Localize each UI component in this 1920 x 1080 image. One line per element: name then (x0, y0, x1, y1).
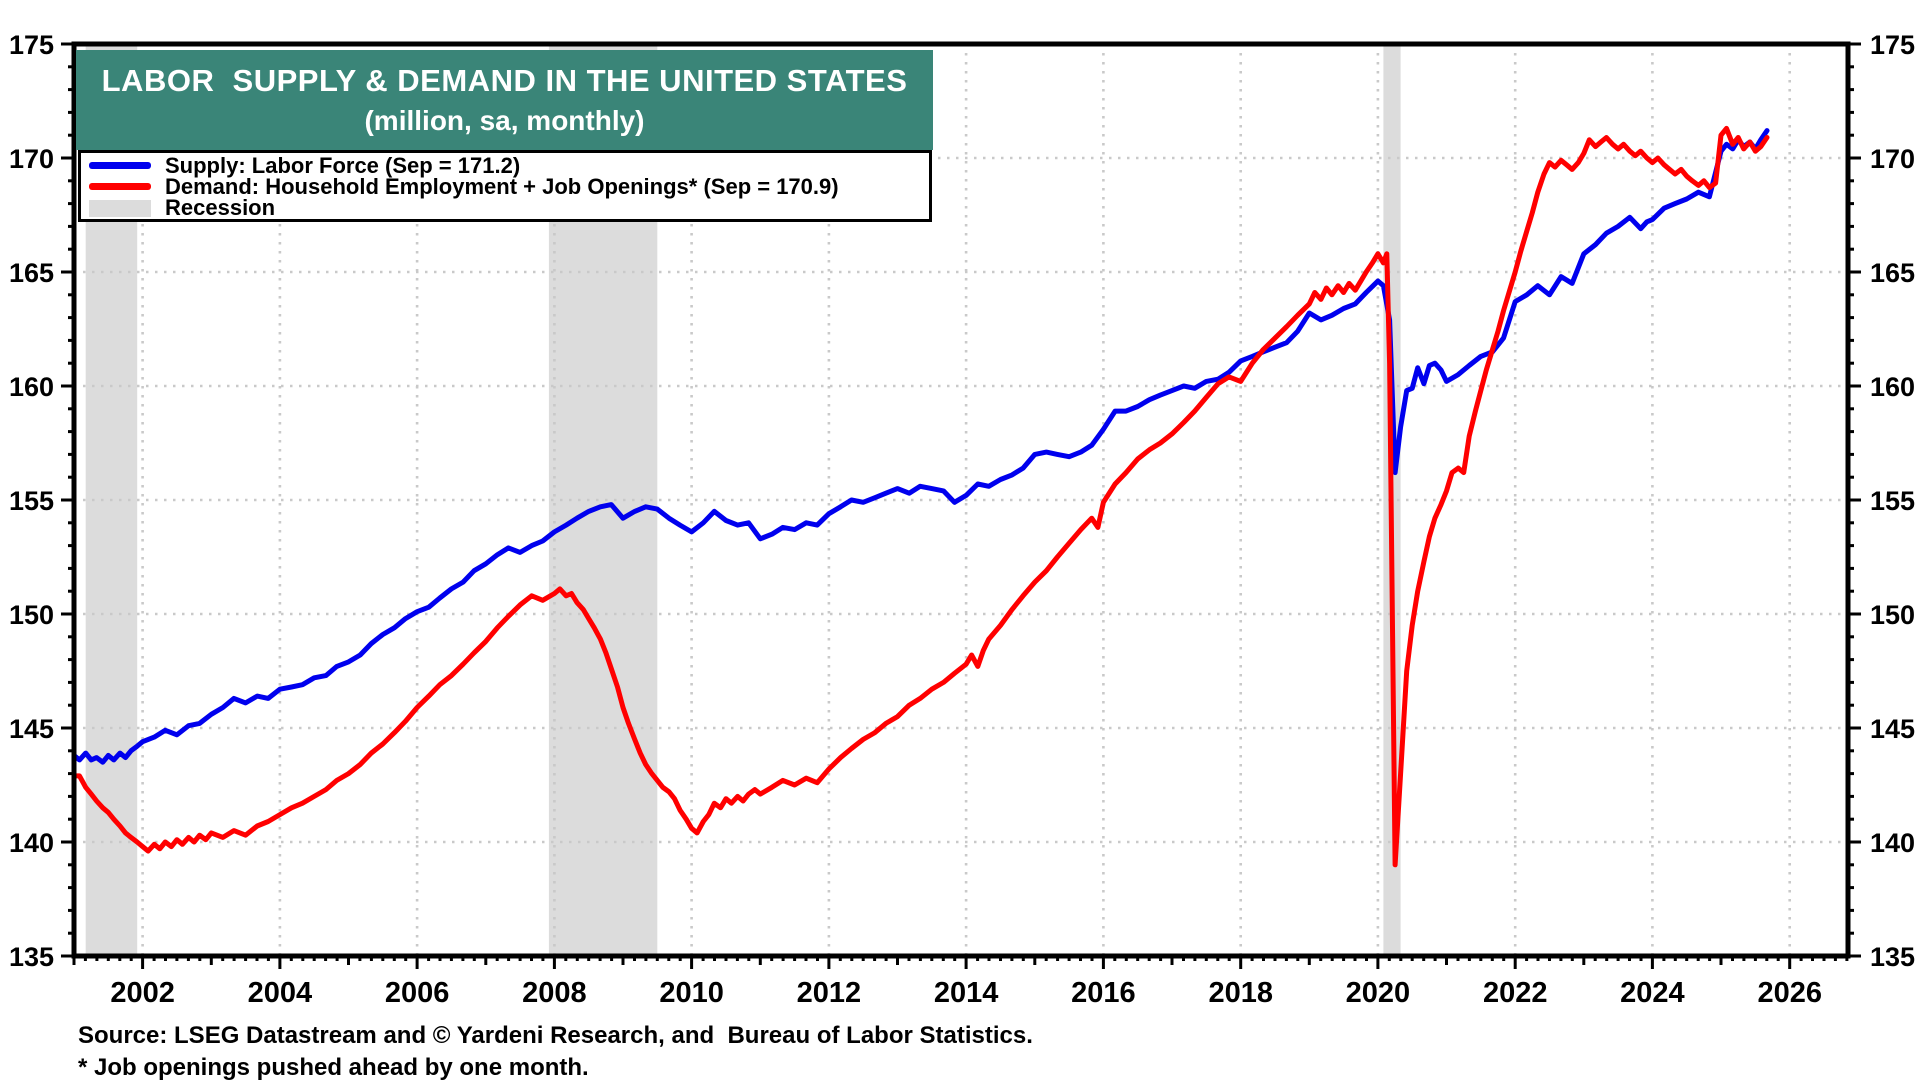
legend-label-supply: Supply: Labor Force (Sep = 171.2) (165, 152, 521, 178)
svg-text:2004: 2004 (248, 977, 313, 1009)
legend-item-recession: Recession (89, 195, 929, 221)
svg-text:155: 155 (9, 486, 54, 516)
svg-text:170: 170 (9, 144, 54, 174)
svg-text:140: 140 (1870, 828, 1915, 858)
svg-text:145: 145 (1870, 714, 1915, 744)
demand-line-swatch (89, 183, 151, 191)
footnote-text: * Job openings pushed ahead by one month… (78, 1054, 589, 1080)
recession-band-swatch (89, 199, 151, 217)
svg-text:2010: 2010 (659, 977, 724, 1009)
svg-text:2012: 2012 (797, 977, 862, 1009)
svg-text:150: 150 (1870, 600, 1915, 630)
svg-text:160: 160 (1870, 372, 1915, 402)
svg-text:135: 135 (1870, 942, 1915, 972)
svg-text:165: 165 (1870, 258, 1915, 288)
chart-legend: Supply: Labor Force (Sep = 171.2) Demand… (78, 150, 932, 222)
svg-text:175: 175 (9, 30, 54, 60)
svg-text:145: 145 (9, 714, 54, 744)
svg-text:2018: 2018 (1208, 977, 1273, 1009)
legend-item-supply: Supply: Labor Force (Sep = 171.2) (89, 152, 929, 178)
svg-text:2026: 2026 (1757, 977, 1822, 1009)
svg-text:160: 160 (9, 372, 54, 402)
legend-label-recession: Recession (165, 195, 276, 221)
chart-title: LABOR SUPPLY & DEMAND IN THE UNITED STAT… (101, 63, 908, 98)
source-text: Source: LSEG Datastream and © Yardeni Re… (78, 1022, 1033, 1049)
svg-text:2002: 2002 (110, 977, 175, 1009)
svg-text:2016: 2016 (1071, 977, 1136, 1009)
chart-title-box: LABOR SUPPLY & DEMAND IN THE UNITED STAT… (76, 50, 933, 150)
svg-text:140: 140 (9, 828, 54, 858)
svg-text:175: 175 (1870, 30, 1915, 60)
supply-line-swatch (89, 162, 151, 170)
svg-text:2008: 2008 (522, 977, 587, 1009)
svg-text:170: 170 (1870, 144, 1915, 174)
svg-text:165: 165 (9, 258, 54, 288)
chart-subtitle: (million, sa, monthly) (364, 105, 645, 136)
svg-text:150: 150 (9, 600, 54, 630)
legend-label-demand: Demand: Household Employment + Job Openi… (165, 173, 839, 199)
legend-item-demand: Demand: Household Employment + Job Openi… (89, 173, 929, 199)
svg-text:2014: 2014 (934, 977, 999, 1009)
svg-text:2022: 2022 (1483, 977, 1548, 1009)
svg-text:2024: 2024 (1620, 977, 1685, 1009)
svg-text:2006: 2006 (385, 977, 450, 1009)
svg-text:135: 135 (9, 942, 54, 972)
svg-text:155: 155 (1870, 486, 1915, 516)
svg-text:2020: 2020 (1346, 977, 1411, 1009)
